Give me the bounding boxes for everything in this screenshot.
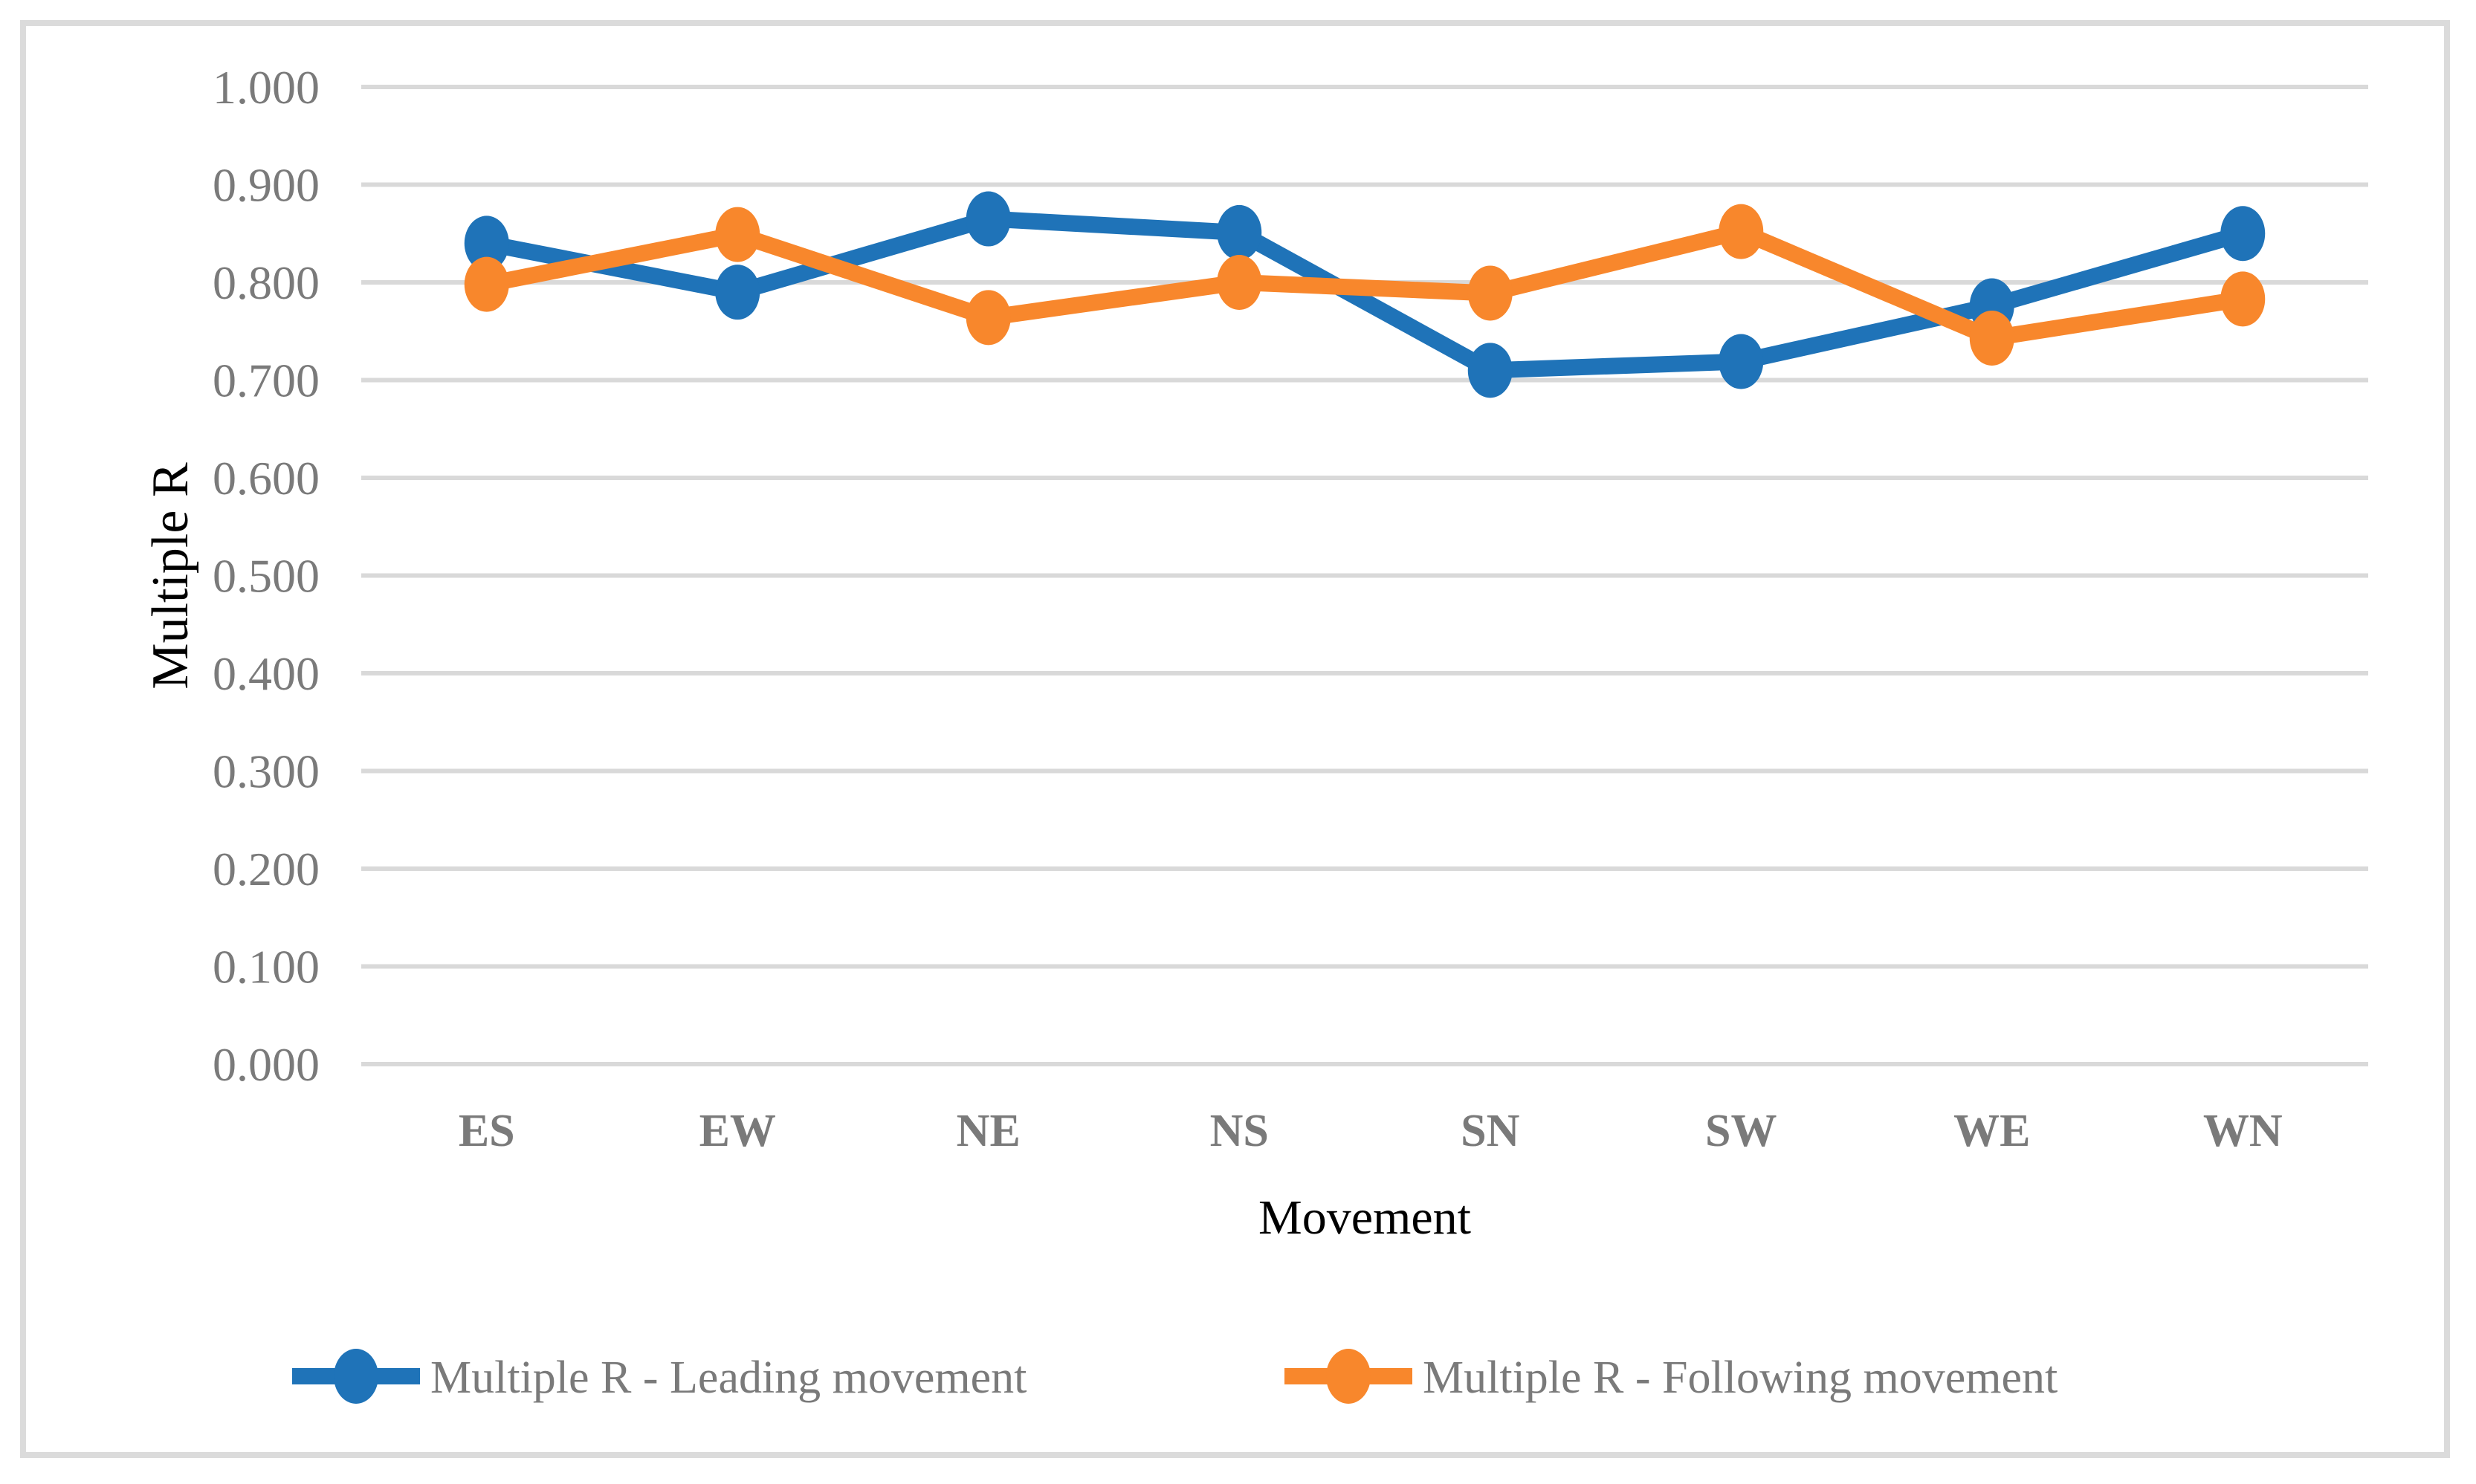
data-point-marker bbox=[2220, 206, 2266, 262]
x-tick-label: WN bbox=[2203, 1106, 2283, 1156]
data-point-marker bbox=[464, 256, 509, 312]
y-tick-label: 0.600 bbox=[213, 452, 320, 505]
y-tick-label: 1.000 bbox=[213, 61, 320, 114]
legend-label: Multiple R - Following movement bbox=[1423, 1352, 2058, 1403]
x-tick-label: SW bbox=[1705, 1106, 1777, 1156]
y-tick-label: 0.500 bbox=[213, 550, 320, 603]
legend-item: Multiple R - Following movement bbox=[1284, 1349, 2058, 1404]
data-point-marker bbox=[1467, 343, 1513, 398]
data-series bbox=[464, 191, 2266, 398]
x-tick-label: SN bbox=[1461, 1106, 1519, 1156]
data-point-marker bbox=[1217, 255, 1262, 310]
x-axis-title: Movement bbox=[1258, 1190, 1471, 1245]
y-tick-label: 0.700 bbox=[213, 354, 320, 407]
data-point-marker bbox=[1969, 310, 2014, 366]
figure-border bbox=[20, 20, 2450, 1458]
y-axis-title: Multiple R bbox=[142, 462, 199, 690]
y-tick-label: 0.200 bbox=[213, 843, 320, 895]
x-axis-tick-labels: ES EW NE NS SN SW WE WN bbox=[459, 1106, 2283, 1156]
y-tick-label: 0.300 bbox=[213, 745, 320, 798]
y-tick-label: 0.900 bbox=[213, 159, 320, 212]
x-tick-label: NE bbox=[957, 1106, 1021, 1156]
x-tick-label: EW bbox=[699, 1106, 776, 1156]
y-tick-label: 0.400 bbox=[213, 647, 320, 700]
data-point-marker bbox=[2220, 271, 2266, 327]
data-point-marker bbox=[1719, 204, 1764, 259]
x-tick-label: ES bbox=[459, 1106, 515, 1156]
x-tick-label: WE bbox=[1953, 1106, 2030, 1156]
legend-item: Multiple R - Leading movement bbox=[292, 1349, 1027, 1404]
data-point-marker bbox=[1217, 204, 1262, 260]
gridlines bbox=[361, 85, 2368, 1066]
legend-label: Multiple R - Leading movement bbox=[430, 1352, 1027, 1403]
data-point-marker bbox=[1467, 265, 1513, 321]
data-point-marker bbox=[715, 265, 760, 320]
legend: Multiple R - Leading movement Multiple R … bbox=[292, 1349, 2058, 1404]
legend-marker bbox=[334, 1349, 378, 1404]
y-axis-tick-labels: 0.000 0.100 0.200 0.300 0.400 0.500 0.600 0.700… bbox=[213, 61, 320, 1091]
data-point-marker bbox=[966, 191, 1011, 247]
y-tick-label: 0.000 bbox=[213, 1038, 320, 1091]
data-point-marker bbox=[1719, 334, 1764, 389]
y-tick-label: 0.800 bbox=[213, 256, 320, 309]
series-line bbox=[478, 223, 2252, 346]
data-point-marker bbox=[966, 290, 1011, 346]
data-point-marker bbox=[715, 207, 760, 262]
x-tick-label: NS bbox=[1210, 1106, 1269, 1156]
y-tick-label: 0.100 bbox=[213, 941, 320, 994]
legend-marker bbox=[1326, 1349, 1371, 1404]
data-point-marker bbox=[464, 216, 509, 271]
